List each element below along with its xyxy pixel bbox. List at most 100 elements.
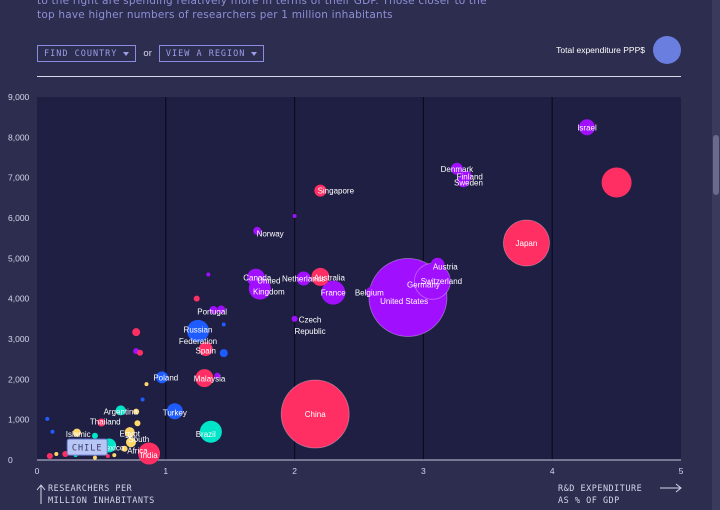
data-point[interactable] (91, 432, 98, 439)
data-point[interactable] (311, 267, 330, 286)
highlight-tag-label: CHILE (72, 444, 103, 454)
data-point[interactable] (296, 271, 311, 286)
data-point[interactable] (246, 268, 265, 287)
data-point[interactable] (137, 349, 144, 356)
data-label: Finland (457, 172, 483, 181)
data-point[interactable] (434, 272, 451, 289)
data-point[interactable] (291, 315, 298, 322)
data-point[interactable] (133, 408, 140, 415)
data-label: Republic (294, 327, 325, 336)
data-point[interactable] (280, 379, 350, 449)
data-point[interactable] (112, 453, 117, 458)
data-label: Spain (195, 346, 215, 355)
data-point[interactable] (253, 226, 262, 235)
data-point[interactable] (321, 280, 346, 305)
data-point[interactable] (45, 416, 50, 421)
data-label: China (305, 410, 326, 419)
data-label: Denmark (441, 165, 474, 174)
data-point[interactable] (198, 342, 213, 357)
data-point[interactable] (54, 451, 59, 456)
data-label: Australia (314, 274, 346, 283)
y-tick-label: 8,000 (8, 132, 30, 142)
data-point[interactable] (138, 442, 161, 465)
data-label: Kingdom (253, 287, 285, 296)
x-tick-label: 3 (421, 466, 426, 476)
data-label: France (321, 289, 346, 298)
plot-area (37, 97, 681, 460)
x-tick-label: 2 (292, 466, 297, 476)
y-tick-label: 1,000 (8, 415, 30, 425)
data-point[interactable] (217, 305, 226, 314)
data-point[interactable] (199, 420, 222, 443)
find-country-dropdown[interactable]: FIND COUNTRY (37, 45, 137, 62)
data-point[interactable] (46, 452, 53, 459)
data-label: Switzerland (421, 277, 462, 286)
data-label: Mexico (99, 443, 125, 452)
data-label: Africa (127, 447, 148, 456)
data-label: Austria (433, 262, 458, 271)
data-label: Singapore (318, 187, 355, 196)
scrollbar-thumb[interactable] (713, 135, 719, 195)
view-region-label: VIEW A REGION (165, 48, 246, 59)
data-label: Portugal (197, 308, 227, 317)
data-point[interactable] (193, 295, 200, 302)
x-tick-label: 0 (35, 466, 40, 476)
data-label: Brazil (196, 430, 216, 439)
y-tick-label: 9,000 (8, 92, 30, 102)
y-tick-label: 2,000 (8, 374, 30, 384)
y-tick-label: 5,000 (8, 253, 30, 263)
data-point[interactable] (140, 397, 145, 402)
data-point[interactable] (121, 445, 128, 452)
data-point[interactable] (292, 213, 297, 218)
data-label: Czech (299, 316, 322, 325)
data-label: Belgium (355, 289, 384, 298)
data-point[interactable] (155, 371, 168, 384)
view-region-dropdown[interactable]: VIEW A REGION (158, 45, 265, 62)
data-point[interactable] (115, 405, 126, 416)
data-point[interactable] (214, 372, 221, 379)
data-point[interactable] (144, 382, 149, 387)
y-axis-label: MILLION INHABITANTS (48, 496, 155, 506)
data-label: Sweden (454, 179, 483, 188)
scrollbar[interactable] (712, 0, 720, 510)
data-point[interactable] (365, 286, 378, 299)
or-separator: or (143, 48, 152, 59)
data-point[interactable] (124, 427, 135, 438)
data-label: Turkey (163, 408, 187, 417)
data-point[interactable] (50, 429, 55, 434)
data-label: Egypt (120, 429, 141, 438)
data-point[interactable] (132, 328, 141, 337)
data-point[interactable] (601, 167, 632, 198)
chart-controls: FIND COUNTRY or VIEW A REGION (37, 45, 265, 62)
chevron-down-icon (251, 51, 258, 56)
x-tick-label: 5 (679, 466, 684, 476)
data-point[interactable] (314, 184, 327, 197)
data-point[interactable] (187, 319, 209, 342)
data-point[interactable] (430, 257, 445, 272)
y-tick-label: 4,000 (8, 294, 30, 304)
y-tick-label: 3,000 (8, 334, 30, 344)
data-point[interactable] (92, 455, 97, 460)
data-point[interactable] (195, 369, 214, 388)
data-point[interactable] (166, 403, 183, 420)
data-point[interactable] (209, 305, 218, 314)
data-point[interactable] (221, 322, 226, 327)
data-point[interactable] (72, 428, 81, 437)
data-label: Netherlands (282, 275, 325, 284)
data-point[interactable] (219, 349, 228, 358)
data-label: United States (380, 297, 428, 306)
data-point[interactable] (459, 170, 472, 183)
data-label: Germany (407, 281, 440, 290)
data-point[interactable] (578, 119, 595, 136)
size-legend: Total expenditure PPP$ (556, 36, 681, 64)
data-label: South (128, 435, 149, 444)
data-point[interactable] (503, 219, 550, 267)
data-point[interactable] (97, 418, 106, 427)
data-point[interactable] (206, 272, 211, 277)
data-point[interactable] (450, 162, 463, 175)
data-point[interactable] (134, 420, 141, 427)
data-point[interactable] (126, 437, 137, 448)
data-label: Russian (184, 325, 213, 334)
data-label: Argentina (104, 408, 139, 417)
